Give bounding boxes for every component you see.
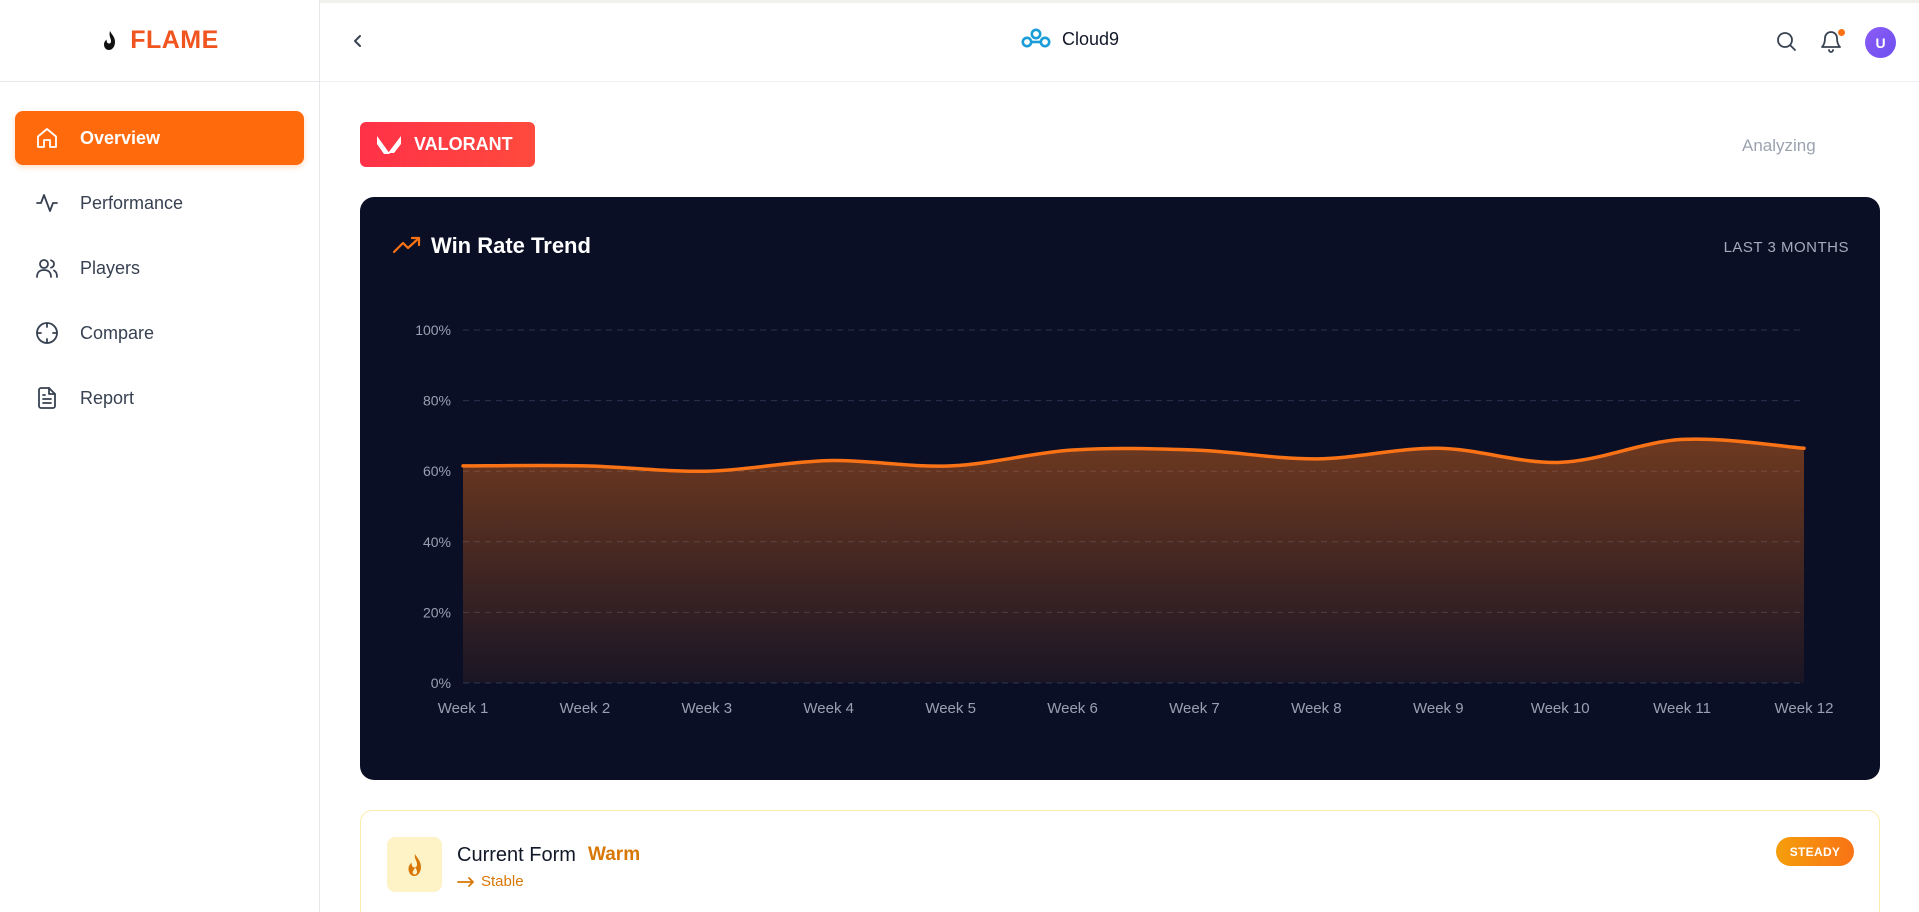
brand-name: FLAME bbox=[130, 26, 219, 54]
back-button[interactable] bbox=[348, 30, 368, 52]
brand-logo[interactable]: FLAME bbox=[0, 0, 319, 82]
x-tick-label: Week 4 bbox=[803, 700, 854, 717]
chart-range-label: LAST 3 MONTHS bbox=[1723, 239, 1849, 256]
win-rate-chart-card: Win Rate Trend LAST 3 MONTHS 0% 20% 40% 60%… bbox=[360, 197, 1880, 780]
sidebar-item-report[interactable]: Report bbox=[15, 371, 304, 425]
y-tick-label: 80% bbox=[423, 393, 451, 409]
current-form-card: Current Form Warm Stable STEADY bbox=[360, 810, 1880, 912]
x-tick-label: Week 9 bbox=[1413, 700, 1464, 717]
current-form-trend: Stable bbox=[457, 873, 524, 890]
x-tick-label: Week 10 bbox=[1531, 700, 1590, 717]
status-badge: STEADY bbox=[1776, 837, 1854, 866]
x-tick-label: Week 1 bbox=[438, 700, 489, 717]
y-tick-label: 100% bbox=[415, 322, 451, 338]
x-tick-label: Week 3 bbox=[682, 700, 733, 717]
x-tick-label: Week 6 bbox=[1047, 700, 1098, 717]
win-rate-line bbox=[461, 437, 1806, 474]
flame-icon bbox=[408, 853, 421, 876]
sidebar-item-label: Compare bbox=[80, 322, 155, 343]
users-icon bbox=[34, 255, 60, 281]
y-tick-label: 40% bbox=[423, 534, 451, 550]
y-tick-label: 20% bbox=[423, 604, 451, 620]
y-tick-label: 0% bbox=[431, 675, 451, 691]
x-tick-label: Week 5 bbox=[925, 700, 976, 717]
chart-title: Win Rate Trend bbox=[431, 233, 591, 258]
win-rate-area bbox=[463, 439, 1804, 683]
y-tick-label: 60% bbox=[423, 463, 451, 479]
activity-icon bbox=[34, 190, 60, 216]
crosshair-icon bbox=[34, 320, 60, 346]
notifications-button[interactable] bbox=[1819, 29, 1843, 53]
sidebar: FLAME Overview Performance bbox=[0, 0, 320, 912]
sidebar-item-label: Report bbox=[80, 387, 135, 408]
sidebar-item-label: Overview bbox=[80, 127, 161, 148]
valorant-logo-icon bbox=[377, 135, 401, 154]
current-form-title: Current Form bbox=[457, 844, 576, 866]
search-icon bbox=[1777, 32, 1796, 51]
form-flame-badge bbox=[387, 837, 442, 892]
trend-up-icon bbox=[392, 236, 421, 254]
x-tick-label: Week 11 bbox=[1653, 700, 1711, 717]
sidebar-item-compare[interactable]: Compare bbox=[15, 306, 304, 360]
game-badge[interactable]: VALORANT bbox=[360, 122, 535, 167]
x-tick-label: Week 12 bbox=[1775, 700, 1834, 717]
user-avatar[interactable]: U bbox=[1865, 27, 1896, 58]
cloud9-logo-icon bbox=[1021, 28, 1051, 48]
win-rate-chart: 0% 20% 40% 60% 80% 100% Week 1 Week 2 Week 3 Week… bbox=[415, 322, 1834, 717]
sidebar-nav: Overview Performance bbox=[0, 82, 319, 425]
notification-dot bbox=[1838, 29, 1845, 36]
sidebar-item-label: Players bbox=[80, 257, 141, 278]
search-button[interactable] bbox=[1774, 29, 1798, 53]
game-name: VALORANT bbox=[414, 134, 513, 154]
sidebar-item-players[interactable]: Players bbox=[15, 241, 304, 295]
chevron-left-icon bbox=[354, 35, 361, 47]
current-form-value: Warm bbox=[588, 844, 641, 865]
team-switcher[interactable]: Cloud9 bbox=[1020, 27, 1119, 51]
sidebar-item-label: Performance bbox=[80, 192, 184, 213]
current-form-trend-label: Stable bbox=[481, 873, 524, 890]
analysis-status: Analyzing bbox=[1742, 136, 1816, 155]
top-header: Cloud9 U bbox=[320, 0, 1919, 82]
x-tick-label: Week 2 bbox=[560, 700, 611, 717]
sidebar-item-overview[interactable]: Overview bbox=[15, 111, 304, 165]
document-icon bbox=[34, 385, 60, 411]
top-border bbox=[0, 0, 1919, 3]
flame-icon bbox=[104, 30, 116, 50]
x-tick-label: Week 8 bbox=[1291, 700, 1342, 717]
bell-icon bbox=[1821, 31, 1841, 53]
team-name: Cloud9 bbox=[1062, 28, 1120, 49]
home-icon bbox=[34, 125, 60, 151]
x-tick-label: Week 7 bbox=[1169, 700, 1220, 717]
arrow-right-icon bbox=[457, 876, 474, 887]
sidebar-item-performance[interactable]: Performance bbox=[15, 176, 304, 230]
